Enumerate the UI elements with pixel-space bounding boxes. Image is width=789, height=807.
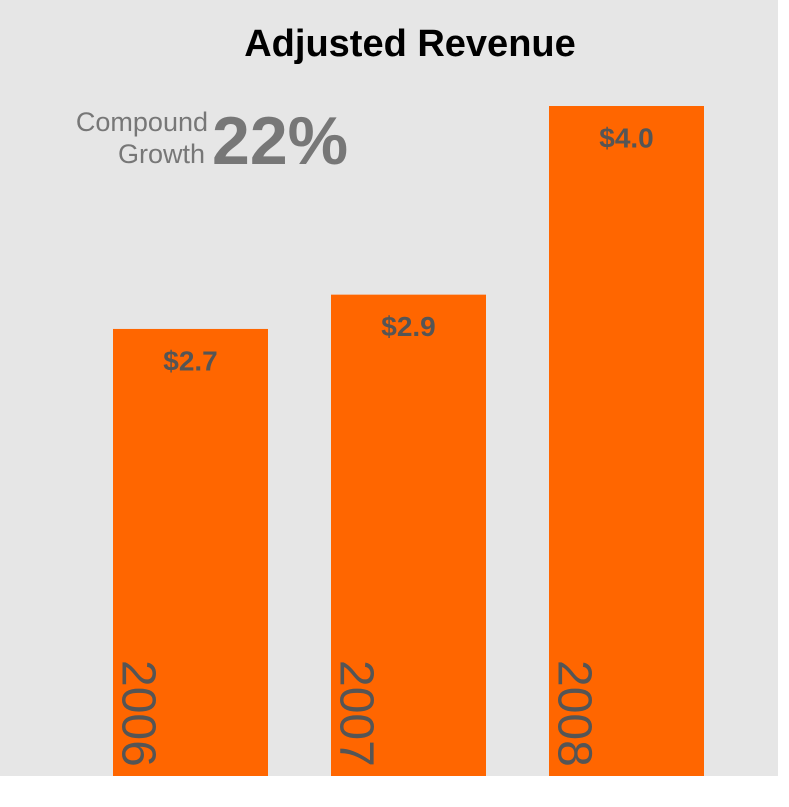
x-tick-label: 2008 — [547, 660, 600, 767]
bar — [549, 106, 704, 776]
value-label: $2.7 — [163, 345, 218, 376]
x-tick-label: 2006 — [111, 660, 164, 767]
annotation-line: Growth — [118, 139, 205, 169]
value-label: $2.9 — [381, 311, 436, 342]
annotation-line: Compound — [76, 107, 208, 137]
chart-title: Adjusted Revenue — [244, 23, 576, 65]
x-tick-label: 2007 — [329, 660, 382, 767]
bar — [113, 328, 268, 776]
bar — [331, 294, 486, 776]
value-label: $4.0 — [599, 122, 654, 153]
annotation-value: 22% — [212, 103, 348, 179]
